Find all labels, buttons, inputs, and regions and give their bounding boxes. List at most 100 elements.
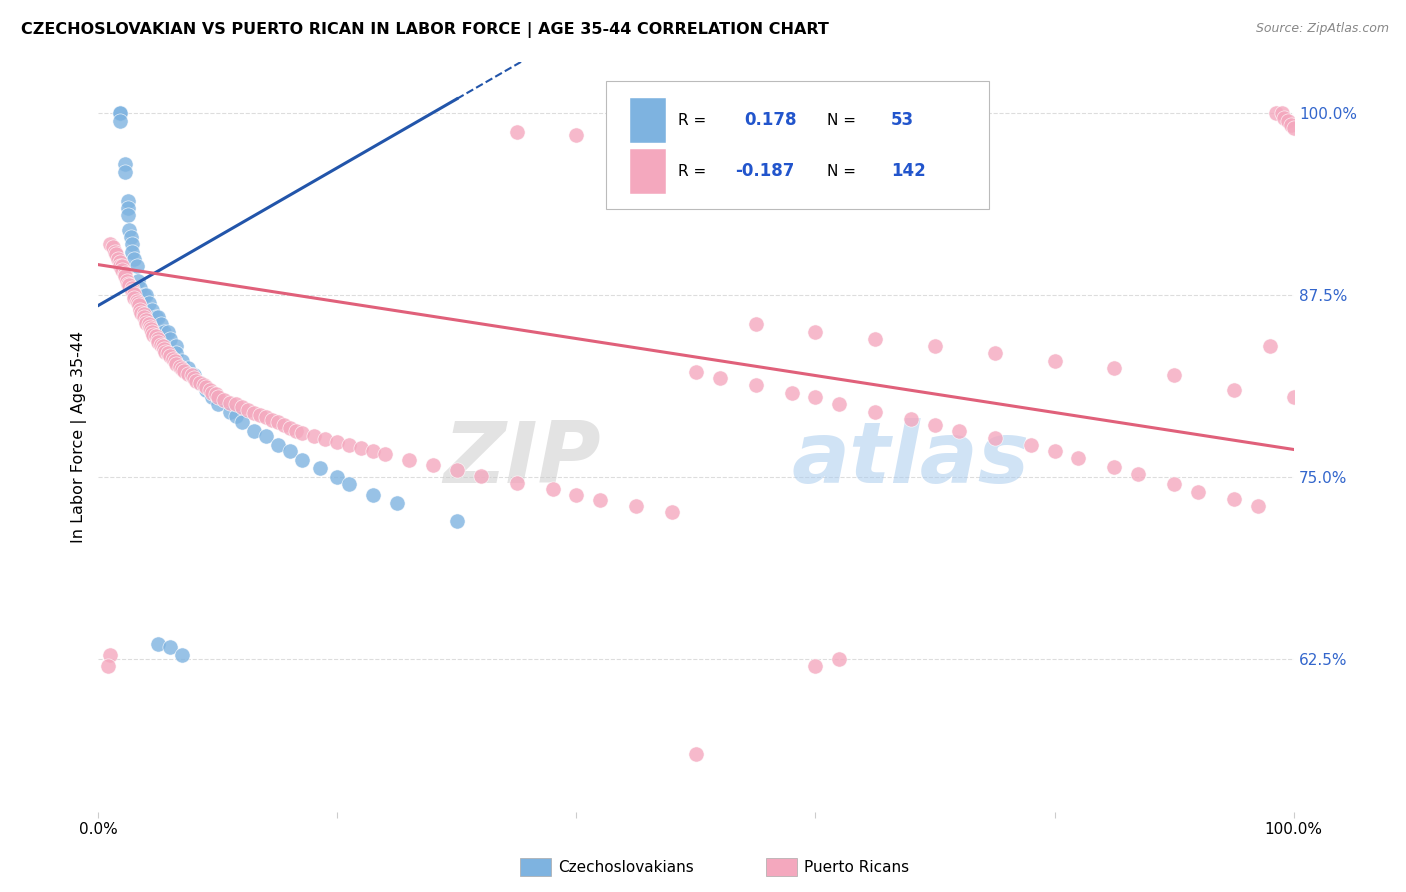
FancyBboxPatch shape xyxy=(606,81,988,209)
Point xyxy=(142,327,165,342)
Point xyxy=(118,223,141,237)
Point xyxy=(1272,111,1295,125)
Point xyxy=(363,487,385,501)
Point xyxy=(135,288,157,302)
Text: Czechoslovakians: Czechoslovakians xyxy=(558,861,695,875)
Point xyxy=(117,201,139,215)
Point xyxy=(267,415,290,429)
Point xyxy=(626,499,648,513)
Text: 53: 53 xyxy=(891,112,914,129)
Text: -0.187: -0.187 xyxy=(735,162,794,180)
Point xyxy=(804,325,827,339)
Point xyxy=(183,371,205,385)
Point xyxy=(173,364,195,378)
Point xyxy=(177,361,200,376)
Point xyxy=(804,659,827,673)
Point xyxy=(117,208,139,222)
Point xyxy=(254,410,277,425)
Point xyxy=(121,284,143,298)
Point xyxy=(900,412,922,426)
Point xyxy=(131,306,153,320)
Point xyxy=(267,438,290,452)
Point xyxy=(169,359,191,374)
Point xyxy=(249,408,271,422)
Point xyxy=(153,325,176,339)
Point xyxy=(308,461,330,475)
Point xyxy=(156,346,179,360)
Text: 142: 142 xyxy=(891,162,925,180)
Point xyxy=(124,291,146,305)
Point xyxy=(626,132,648,146)
Point xyxy=(193,378,215,392)
Point xyxy=(589,493,612,508)
Point xyxy=(204,387,226,401)
Text: Source: ZipAtlas.com: Source: ZipAtlas.com xyxy=(1256,22,1389,36)
Point xyxy=(219,404,242,418)
Point xyxy=(984,346,1007,360)
Point xyxy=(863,404,887,418)
Point xyxy=(1043,443,1066,458)
Point xyxy=(1258,339,1281,353)
Point xyxy=(315,432,337,446)
Point xyxy=(350,441,373,455)
Point xyxy=(194,380,218,394)
Point xyxy=(156,325,179,339)
Point xyxy=(198,383,221,397)
Point xyxy=(284,424,307,438)
Point xyxy=(385,496,409,510)
Point xyxy=(506,475,529,490)
FancyBboxPatch shape xyxy=(630,149,666,194)
Point xyxy=(97,659,120,673)
Point xyxy=(121,281,143,295)
Point xyxy=(1279,118,1302,132)
Point xyxy=(326,435,349,450)
Point xyxy=(105,247,128,261)
Point xyxy=(446,514,468,528)
Point xyxy=(139,320,162,334)
Point xyxy=(148,310,170,324)
Point xyxy=(138,295,160,310)
Point xyxy=(115,274,138,288)
Text: N =: N = xyxy=(827,112,862,128)
Point xyxy=(108,254,131,268)
Point xyxy=(124,252,146,266)
Point xyxy=(506,125,529,139)
Point xyxy=(225,397,247,411)
Point xyxy=(172,353,194,368)
Point xyxy=(273,417,295,432)
Point xyxy=(177,367,200,381)
Point xyxy=(207,397,229,411)
Point xyxy=(828,397,851,411)
Point xyxy=(162,352,184,367)
Point xyxy=(183,368,205,383)
Point xyxy=(260,413,283,427)
Point xyxy=(1102,361,1125,376)
Point xyxy=(111,259,134,273)
Point xyxy=(1222,491,1246,506)
Point xyxy=(565,487,588,501)
Point xyxy=(1222,383,1246,397)
Point xyxy=(212,392,235,407)
Point xyxy=(398,452,420,467)
Point xyxy=(194,383,218,397)
Point xyxy=(114,267,136,281)
Point xyxy=(188,376,211,390)
Point xyxy=(201,385,224,400)
Point xyxy=(745,378,768,392)
Y-axis label: In Labor Force | Age 35-44: In Labor Force | Age 35-44 xyxy=(72,331,87,543)
Point xyxy=(148,334,170,349)
Point xyxy=(1277,113,1299,128)
Point xyxy=(121,237,143,252)
Point xyxy=(129,281,152,295)
Point xyxy=(231,415,253,429)
Text: N =: N = xyxy=(827,163,862,178)
Point xyxy=(828,652,851,666)
Point xyxy=(141,302,163,317)
Point xyxy=(114,164,136,178)
Text: R =: R = xyxy=(678,163,711,178)
Point xyxy=(278,443,301,458)
Point xyxy=(254,429,277,443)
Point xyxy=(114,157,136,171)
Point xyxy=(1246,499,1268,513)
Point xyxy=(924,339,946,353)
